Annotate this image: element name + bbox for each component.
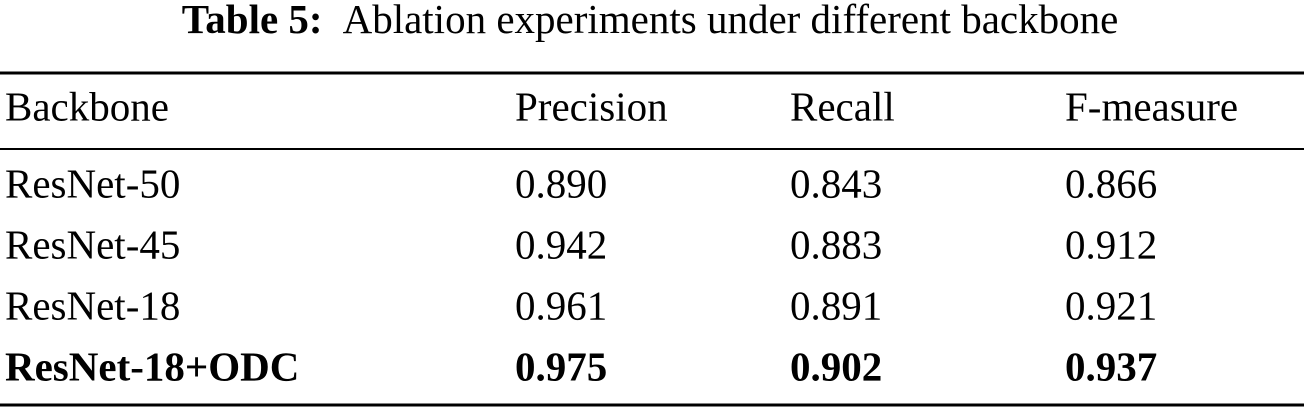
cell: 0.942	[515, 221, 607, 267]
cell: 0.921	[1065, 282, 1157, 328]
caption-label: Table 5:	[182, 0, 323, 42]
header-cell: Precision	[515, 83, 668, 129]
cell: 0.890	[515, 160, 607, 206]
header-cell: Recall	[790, 83, 895, 129]
cell: 0.883	[790, 221, 882, 267]
header-cell: F-measure	[1065, 83, 1238, 129]
cell: 0.843	[790, 160, 882, 206]
caption: Table 5: Ablation experiments under diffe…	[182, 0, 1119, 42]
cell: 0.866	[1065, 160, 1157, 206]
cell: ResNet-45	[5, 221, 180, 267]
cell: ResNet-50	[5, 160, 180, 206]
cell: 0.937	[1065, 343, 1157, 389]
cell: ResNet-18	[5, 282, 180, 328]
cell: 0.912	[1065, 221, 1157, 267]
caption-text: Ablation experiments under different bac…	[343, 0, 1119, 42]
cell: ResNet-18+ODC	[5, 343, 299, 389]
cell: 0.902	[790, 343, 882, 389]
cell: 0.891	[790, 282, 882, 328]
cell: 0.975	[515, 343, 607, 389]
cell: 0.961	[515, 282, 607, 328]
header-cell: Backbone	[5, 83, 169, 129]
